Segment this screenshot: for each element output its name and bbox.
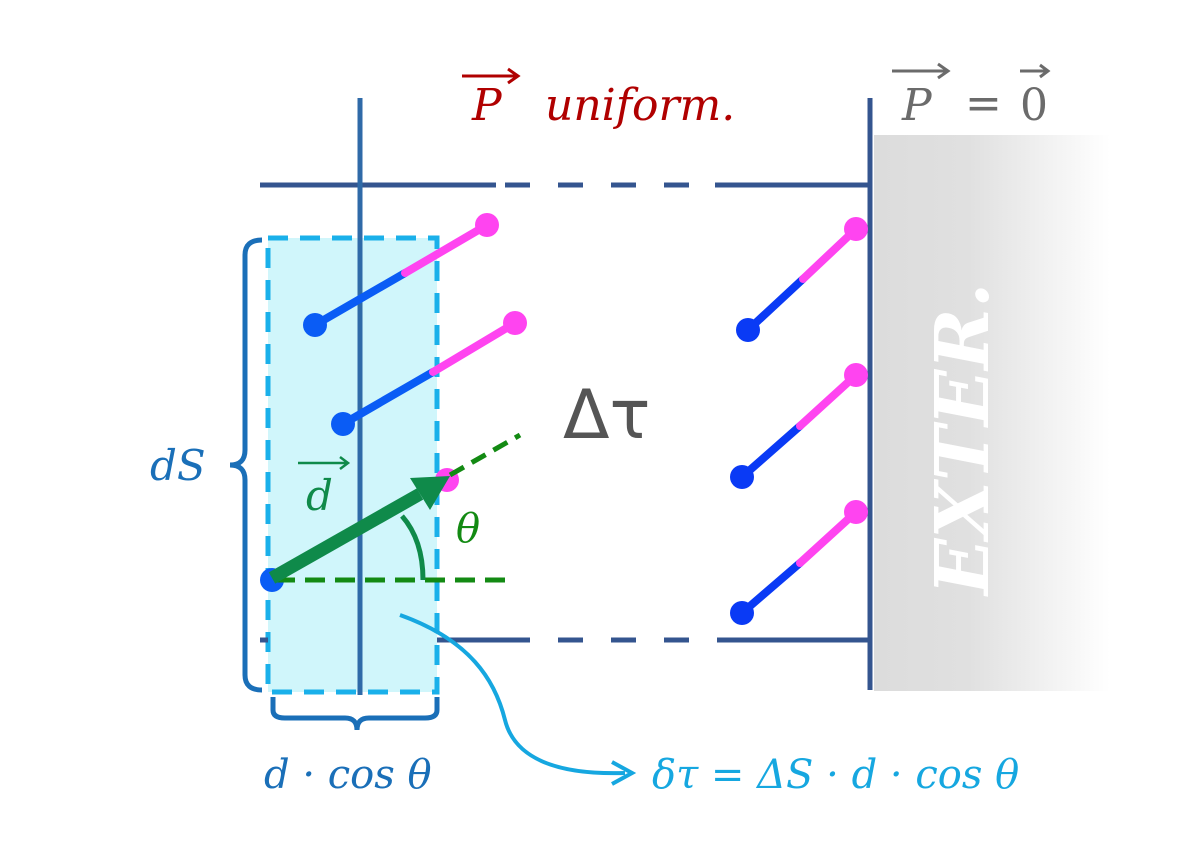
d-vector-label-arrow xyxy=(298,456,351,470)
p-zero-vector: P xyxy=(901,80,933,131)
p-zero-value: 0 xyxy=(1020,80,1048,131)
dipole xyxy=(730,500,868,625)
d-cos-theta-brace xyxy=(270,697,440,731)
p-zero-arrow-p xyxy=(892,62,951,80)
delta-tau-label: Δτ xyxy=(563,376,650,455)
p-uniform-vector: P xyxy=(471,80,503,131)
d-vector xyxy=(268,488,424,584)
exterior-label: EXTER. xyxy=(920,282,1006,597)
p-uniform-arrow xyxy=(462,67,521,85)
d-vector-label: d xyxy=(306,471,333,520)
d-vector-arrowhead xyxy=(410,476,450,510)
dipole xyxy=(303,213,499,337)
dipole xyxy=(730,363,868,489)
dipole xyxy=(736,217,868,342)
exterior-region xyxy=(874,135,1110,691)
d-vector-extension xyxy=(448,432,522,478)
p-uniform-text: uniform. xyxy=(545,80,735,131)
p-zero-equals: = xyxy=(965,78,1002,129)
pointer-arrowhead xyxy=(611,760,637,786)
p-zero-arrow-0 xyxy=(1020,63,1051,79)
dipole xyxy=(331,311,527,436)
ds-label: dS xyxy=(150,441,206,490)
ds-brace xyxy=(229,237,263,693)
pointer-curve xyxy=(399,613,626,776)
theta-arc xyxy=(400,514,426,581)
formula-label: δτ = ΔS · d · cos θ xyxy=(652,752,1019,798)
theta-label: θ xyxy=(456,506,480,552)
d-cos-theta-label: d · cos θ xyxy=(264,752,432,798)
dipoles xyxy=(260,213,868,625)
